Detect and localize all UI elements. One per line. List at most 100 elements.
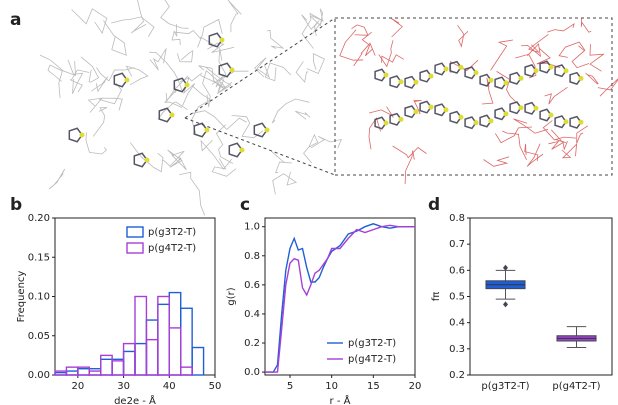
bond bbox=[81, 57, 99, 82]
atom bbox=[549, 65, 554, 70]
atom bbox=[384, 121, 389, 126]
atom bbox=[265, 128, 270, 133]
y-tick-label: 0.4 bbox=[449, 318, 465, 329]
panel-label: c bbox=[240, 195, 250, 215]
atom bbox=[504, 111, 509, 116]
y-tick-label: 0.7 bbox=[449, 239, 465, 250]
atom bbox=[564, 119, 569, 124]
atom bbox=[205, 128, 210, 133]
atom bbox=[240, 148, 245, 153]
atom bbox=[474, 70, 479, 75]
side-chain bbox=[362, 32, 372, 56]
hist-bin bbox=[181, 308, 192, 375]
hist-bin bbox=[169, 328, 180, 375]
x-tick-label: 30 bbox=[117, 381, 130, 392]
side-chain bbox=[559, 42, 585, 57]
flier bbox=[503, 265, 508, 271]
legend-label: p(g3T2-T) bbox=[148, 227, 196, 238]
hist-bin bbox=[146, 340, 157, 375]
bond bbox=[191, 111, 247, 130]
legend-swatch bbox=[127, 227, 143, 237]
atom bbox=[414, 80, 419, 85]
bond bbox=[311, 9, 323, 33]
bond bbox=[177, 51, 192, 62]
atom bbox=[230, 68, 235, 73]
hist-bin bbox=[158, 297, 169, 376]
atom bbox=[579, 76, 584, 81]
side-chain bbox=[382, 55, 404, 63]
atom bbox=[579, 120, 584, 125]
atom bbox=[489, 119, 494, 124]
y-tick-label: 0.2 bbox=[449, 370, 465, 381]
hist-bin bbox=[124, 351, 135, 375]
x-tick-label: p(g3T2-T) bbox=[481, 381, 529, 392]
legend-swatch bbox=[127, 243, 143, 253]
y-tick-label: 0.5 bbox=[449, 292, 465, 303]
side-chain bbox=[484, 157, 510, 167]
hist-bin bbox=[112, 359, 123, 375]
hist-bin bbox=[192, 348, 203, 375]
side-chain bbox=[543, 121, 576, 140]
atom bbox=[474, 120, 479, 125]
side-chain bbox=[547, 24, 574, 32]
line bbox=[265, 225, 415, 372]
bond bbox=[201, 140, 232, 169]
atom bbox=[444, 107, 449, 112]
bond bbox=[111, 17, 154, 37]
atom bbox=[429, 105, 434, 110]
atom bbox=[220, 38, 225, 43]
bond bbox=[91, 77, 107, 92]
atom bbox=[519, 105, 524, 110]
atom bbox=[145, 158, 150, 163]
x-tick-label: 50 bbox=[209, 381, 222, 392]
flier bbox=[503, 301, 508, 307]
x-tick-label: 15 bbox=[367, 381, 380, 392]
bond bbox=[212, 159, 236, 177]
side-chain bbox=[354, 43, 376, 66]
bond bbox=[228, 0, 241, 32]
hist-bin bbox=[124, 344, 135, 375]
atom bbox=[429, 74, 434, 79]
bond bbox=[179, 172, 205, 215]
side-chain bbox=[586, 73, 599, 84]
bond bbox=[132, 0, 146, 33]
x-tick-label: 20 bbox=[409, 381, 422, 392]
bond bbox=[295, 111, 310, 119]
hist-bin bbox=[89, 371, 100, 375]
atom bbox=[399, 117, 404, 122]
bond bbox=[163, 151, 186, 170]
x-tick-label: 40 bbox=[163, 381, 176, 392]
y-axis-label: Frequency bbox=[16, 271, 27, 323]
atom bbox=[185, 83, 190, 88]
bond bbox=[159, 0, 188, 28]
side-chain bbox=[491, 40, 513, 70]
atom bbox=[384, 73, 389, 78]
panel-label: b bbox=[10, 195, 22, 215]
plot-frame bbox=[470, 218, 612, 375]
side-chain bbox=[495, 127, 532, 143]
legend-label: p(g4T2-T) bbox=[148, 243, 196, 254]
atom bbox=[399, 79, 404, 84]
y-tick-label: 0.10 bbox=[28, 292, 50, 303]
bond bbox=[86, 132, 107, 154]
atom bbox=[519, 76, 524, 81]
side-chain bbox=[393, 146, 427, 158]
side-chain bbox=[577, 126, 588, 144]
atom bbox=[444, 66, 449, 71]
atom bbox=[125, 78, 130, 83]
x-tick-label: 20 bbox=[71, 381, 84, 392]
side-chain bbox=[598, 77, 618, 96]
atom bbox=[549, 113, 554, 118]
side-chain bbox=[572, 46, 589, 68]
y-tick-label: 0.6 bbox=[449, 265, 465, 276]
side-chain bbox=[379, 40, 393, 66]
hist-bin bbox=[78, 369, 89, 375]
panel-label: d bbox=[428, 195, 440, 215]
bond bbox=[265, 63, 291, 81]
bond bbox=[203, 71, 219, 107]
y-tick-label: 1.0 bbox=[244, 222, 260, 233]
atom bbox=[534, 68, 539, 73]
bond bbox=[150, 48, 166, 70]
bond bbox=[272, 99, 309, 123]
hist-bin bbox=[181, 367, 192, 375]
